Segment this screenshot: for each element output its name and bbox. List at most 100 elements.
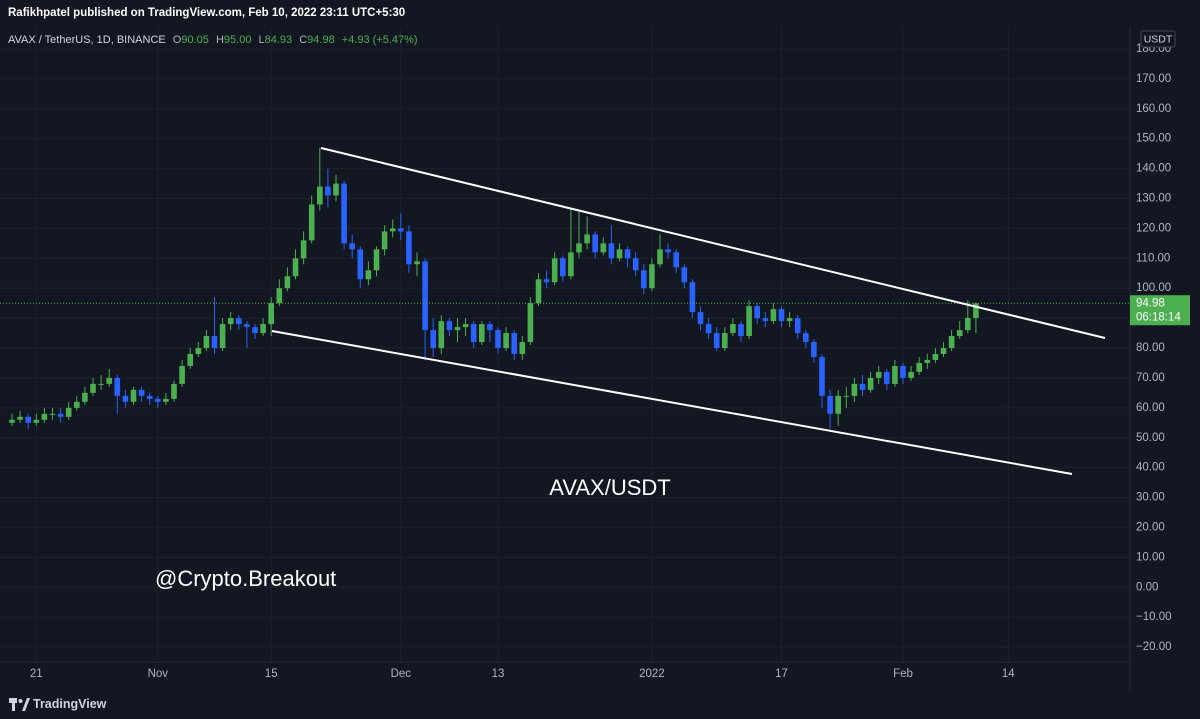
candle-body <box>219 324 226 349</box>
candle-body <box>57 413 64 417</box>
candle-body <box>179 365 185 384</box>
x-tick-label: 14 <box>1002 668 1015 680</box>
candle-body <box>163 398 169 402</box>
candle-body <box>381 231 388 250</box>
candle-body <box>317 186 323 205</box>
candle-body <box>454 327 461 331</box>
candle-body <box>260 324 266 334</box>
x-tick-label: 17 <box>775 668 788 680</box>
candle-body <box>608 243 615 259</box>
candle-body <box>155 398 161 402</box>
legend-value: 84.93 <box>265 34 293 46</box>
y-tick-label: 10.00 <box>1136 551 1165 563</box>
candle-body <box>146 395 153 399</box>
last-price-tag <box>1130 295 1190 326</box>
legend-value: 90.05 <box>181 34 209 46</box>
candle-body <box>114 377 121 396</box>
candle-body <box>827 395 833 414</box>
y-tick-label: 60.00 <box>1136 402 1165 414</box>
candle-body <box>227 318 234 325</box>
candle-body <box>462 324 469 328</box>
candle-body <box>900 365 906 378</box>
y-tick-label: 130.00 <box>1136 193 1171 205</box>
candle-body <box>641 270 647 289</box>
candle-body <box>705 324 712 334</box>
candle-body <box>867 377 874 390</box>
candle-body <box>762 318 769 322</box>
symbol-legend: AVAX / TetherUS, 1D, BINANCE O90.05 H95.… <box>8 34 418 46</box>
candle-body <box>349 243 355 250</box>
x-tick-label: Nov <box>148 668 169 680</box>
candle-body <box>835 395 841 414</box>
candle-body <box>171 383 177 399</box>
candle-body <box>673 252 679 268</box>
candle-body <box>41 413 48 420</box>
candle-body <box>722 333 728 349</box>
x-tick-label: 21 <box>30 668 43 680</box>
candle-body <box>98 383 104 385</box>
candle-body <box>551 258 558 283</box>
x-tick-label: Feb <box>893 668 913 680</box>
y-tick-label: 150.00 <box>1136 133 1171 145</box>
candle-body <box>406 231 412 265</box>
y-tick-label: −10.00 <box>1136 611 1172 623</box>
candle-body <box>754 306 760 319</box>
change: +4.93 (+5.47%) <box>342 34 418 46</box>
candle-body <box>624 249 631 259</box>
candle-body <box>252 327 258 334</box>
y-tick-label: 40.00 <box>1136 462 1165 474</box>
candle-body <box>908 371 914 378</box>
y-tick-label: 30.00 <box>1136 492 1165 504</box>
price-axis <box>1130 26 1200 690</box>
candle-body <box>689 282 696 313</box>
candle-body <box>600 243 607 253</box>
candle-body <box>713 333 720 349</box>
candle-body <box>130 389 137 402</box>
candle-body <box>568 252 574 277</box>
candle-body <box>333 183 339 196</box>
footer <box>0 690 1200 719</box>
candle-body <box>9 419 15 423</box>
candle-body <box>25 416 31 423</box>
logo <box>9 698 30 711</box>
candle-body <box>414 261 420 265</box>
candle-body <box>446 321 453 331</box>
candle-body <box>932 353 939 360</box>
candle-body <box>527 303 534 343</box>
currency: USDT <box>1144 33 1173 45</box>
y-tick-label: 140.00 <box>1136 163 1171 175</box>
candle-body <box>560 258 566 277</box>
candle-body <box>884 371 890 384</box>
candle-body <box>203 336 210 349</box>
candle-body <box>697 312 704 325</box>
y-tick-label: 70.00 <box>1136 372 1165 384</box>
candle-body <box>875 371 882 378</box>
candle-body <box>438 321 445 349</box>
candle-body <box>746 306 752 337</box>
annotation: AVAX/USDT <box>549 475 670 500</box>
candle-body <box>592 234 598 253</box>
candle-body <box>389 228 396 232</box>
candle-body <box>300 240 307 259</box>
candle-body <box>632 258 639 271</box>
candle-body <box>657 249 663 265</box>
candle-body <box>195 348 202 354</box>
candle-body <box>325 186 331 196</box>
candle-body <box>973 303 979 318</box>
publisher: Rafikhpatel published on TradingView.com… <box>8 7 405 19</box>
candle-body <box>373 249 380 271</box>
candle-body <box>778 309 785 322</box>
candle-body <box>341 183 347 244</box>
candle-body <box>244 324 250 328</box>
candle-body <box>211 336 218 349</box>
y-tick-label: 20.00 <box>1136 521 1165 533</box>
last-price-label: 94.98 <box>1136 297 1165 309</box>
y-tick-label: 160.00 <box>1136 103 1171 115</box>
legend-label: C <box>299 34 307 46</box>
candle-body <box>649 264 655 289</box>
candle-body <box>584 234 590 244</box>
candle-body <box>495 330 501 349</box>
candle-body <box>430 330 436 349</box>
legend-label: H <box>216 34 224 46</box>
